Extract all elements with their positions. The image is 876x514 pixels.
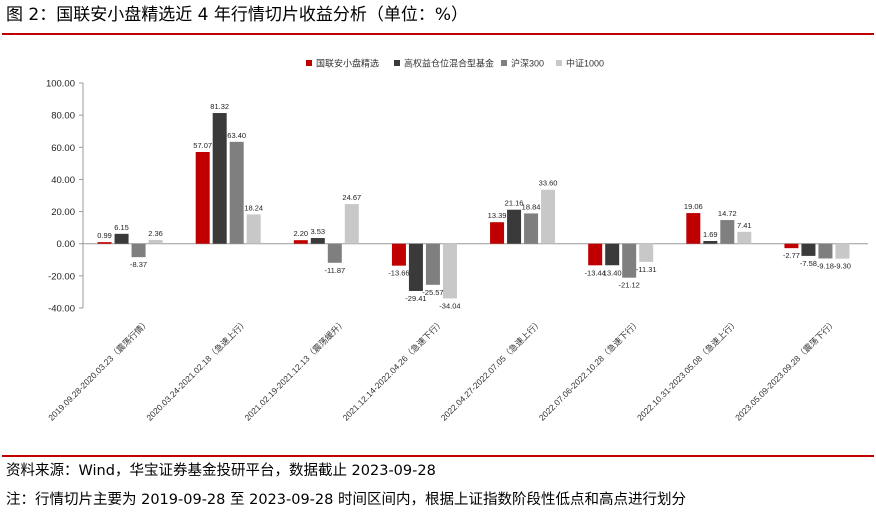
legend-swatch <box>394 60 400 66</box>
bar-chart: 国联安小盘精选 高权益仓位混合型基金 沪深300 中证1000 -40.00 -20.0… <box>46 58 868 423</box>
data-label: 2.20 <box>294 229 309 238</box>
y-tick-label: -40.00 <box>48 304 75 315</box>
data-label: 1.69 <box>703 230 718 239</box>
data-label: -25.57 <box>422 288 443 297</box>
remark-note: 注：行情切片主要为 2019-09-28 至 2023-09-28 时间区间内，… <box>6 492 686 508</box>
data-label: -34.04 <box>439 301 460 310</box>
bar <box>818 243 833 259</box>
x-tick-label: 2021.02.19-2021.12.13（震荡缓升） <box>242 317 347 422</box>
bar <box>97 242 112 244</box>
data-label: 33.60 <box>539 179 558 188</box>
chart-legend: 国联安小盘精选 高权益仓位混合型基金 沪深300 中证1000 <box>306 58 604 69</box>
data-label: -9.18 <box>817 261 834 270</box>
figure-title: 图 2：国联安小盘精选近 4 年行情切片收益分析（单位：%） <box>6 5 468 25</box>
data-labels: 0.996.15 -8.37 2.36 57.07 81.32 63.40 18.24 2.2… <box>97 102 851 310</box>
data-label: -13.66 <box>388 269 409 278</box>
data-label: 21.16 <box>505 199 524 208</box>
y-tick-label: 100.00 <box>46 79 75 90</box>
data-label: -11.31 <box>636 265 657 274</box>
footer-divider <box>2 455 874 457</box>
data-label: 14.72 <box>718 209 737 218</box>
legend-swatch <box>556 60 562 66</box>
data-label: -29.41 <box>405 294 426 303</box>
y-tick-label: 0.00 <box>57 239 76 250</box>
source-note: 资料来源：Wind，华宝证券基金投研平台，数据截止 2023-09-28 <box>6 463 436 479</box>
bar <box>425 243 440 285</box>
data-label: 57.07 <box>193 141 212 150</box>
data-label: 81.32 <box>210 102 229 111</box>
data-label: 13.39 <box>488 211 507 220</box>
legend-label: 国联安小盘精选 <box>316 58 379 69</box>
data-label: -21.12 <box>619 281 640 290</box>
y-tick-label: 80.00 <box>51 111 75 122</box>
y-tick-label: 20.00 <box>51 207 75 218</box>
bar <box>408 243 423 291</box>
legend-swatch <box>306 60 312 66</box>
data-label: 63.40 <box>227 131 246 140</box>
data-label: 18.24 <box>244 203 263 212</box>
data-label: -2.77 <box>783 251 800 260</box>
bar <box>148 239 163 244</box>
bar <box>327 243 342 263</box>
y-tick-label: -20.00 <box>48 271 75 282</box>
bar <box>344 204 359 244</box>
data-label: 2.36 <box>148 229 163 238</box>
bar <box>524 213 539 244</box>
bar <box>293 240 308 244</box>
bar <box>720 220 735 244</box>
x-tick-label: 2022.10.31-2023.05.08（急速上行） <box>635 317 740 422</box>
bar <box>835 243 850 259</box>
bar <box>784 243 799 249</box>
data-label: 24.67 <box>342 193 361 202</box>
y-tick-label: 40.00 <box>51 175 75 186</box>
data-label: -7.58 <box>800 259 817 268</box>
bar <box>541 189 556 244</box>
bar <box>229 141 244 244</box>
legend-label: 中证1000 <box>566 58 604 69</box>
legend-label: 沪深300 <box>511 58 544 69</box>
bar <box>703 240 718 244</box>
data-label: 0.99 <box>97 231 112 240</box>
data-label: 19.06 <box>684 202 703 211</box>
x-tick-label: 2020.03.24-2021.02.18（急速上行） <box>144 317 249 422</box>
bar <box>131 243 146 258</box>
x-axis-labels: 2019.09.28-2020.03.23（震荡行情）2020.03.24-20… <box>46 317 838 422</box>
x-tick-label: 2022.07.06-2022.10.28（急速下行） <box>537 317 642 422</box>
bar <box>310 238 325 244</box>
data-label: -8.37 <box>130 260 147 269</box>
x-tick-label: 2021.12.14-2022.04.26（急速下行） <box>341 317 446 422</box>
bar <box>686 213 701 244</box>
data-label: -11.87 <box>324 266 345 275</box>
data-label: 18.84 <box>522 202 541 211</box>
data-label: 13.40 <box>603 268 622 277</box>
data-label: -9.30 <box>834 262 851 271</box>
data-label: 3.53 <box>311 227 326 236</box>
bar <box>114 233 129 244</box>
bar <box>391 243 406 266</box>
x-tick-label: 2023.05.09-2023.09.28（震荡下行） <box>733 317 838 422</box>
bar <box>195 151 210 244</box>
legend-label: 高权益仓位混合型基金 <box>404 58 494 69</box>
x-tick-label: 2019.09.28-2020.03.23（震荡行情） <box>46 317 151 422</box>
data-label: -13.44 <box>585 268 606 277</box>
bar <box>801 243 816 256</box>
title-divider <box>2 33 874 35</box>
bar <box>639 243 654 262</box>
y-axis: -40.00 -20.00 0.00 20.00 40.00 60.00 80.00 100.… <box>46 79 868 315</box>
bar <box>442 243 457 299</box>
data-label: 7.41 <box>737 221 752 230</box>
y-tick-label: 60.00 <box>51 143 75 154</box>
bar <box>605 243 620 266</box>
bar <box>490 222 505 244</box>
bar <box>507 209 522 244</box>
legend-swatch <box>501 60 507 66</box>
data-label: 6.15 <box>114 223 129 232</box>
bar <box>588 243 603 266</box>
bar-series <box>97 113 850 299</box>
bar <box>622 243 637 278</box>
bar <box>246 214 261 244</box>
x-tick-label: 2022.04.27-2022.07.05（急速上行） <box>439 317 544 422</box>
bar <box>737 231 752 244</box>
bar <box>212 113 227 244</box>
